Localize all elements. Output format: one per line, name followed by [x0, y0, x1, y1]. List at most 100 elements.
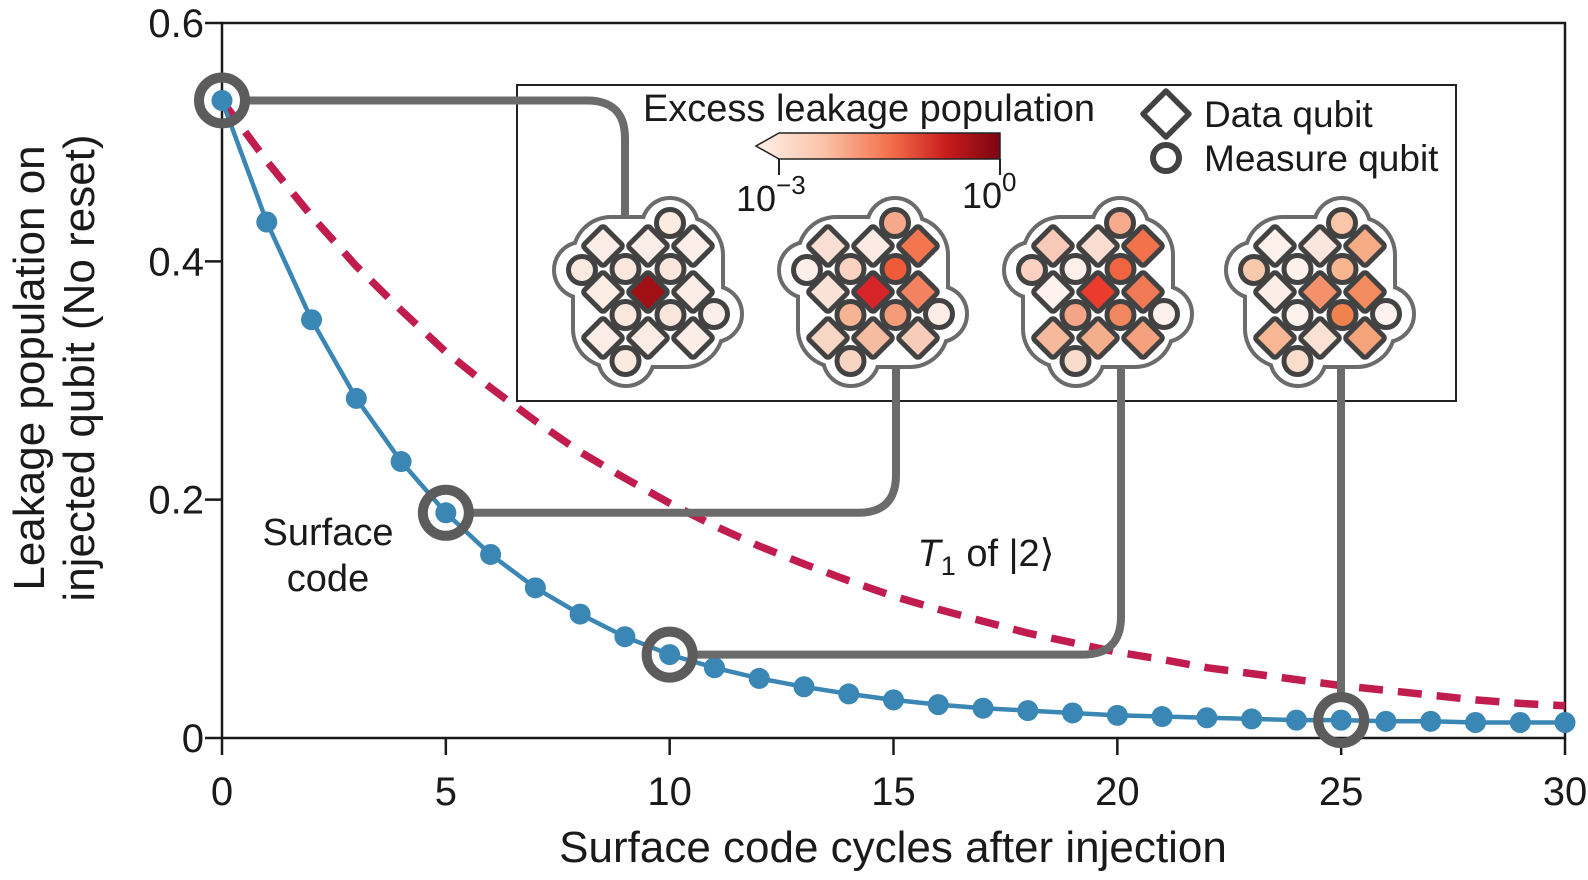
measure-qubit: [923, 298, 955, 330]
data-point: [301, 309, 323, 331]
measure-qubit: [834, 299, 867, 331]
data-point: [703, 657, 725, 679]
data-point: [793, 676, 815, 698]
x-tick-label: 5: [435, 770, 457, 814]
data-point: [524, 577, 546, 599]
data-qubit: [1121, 316, 1165, 360]
colorbar-max-exponent: 0: [1002, 167, 1016, 197]
measure-qubit: [879, 207, 911, 239]
x-tick-label: 0: [211, 770, 233, 814]
measure-qubit: [879, 253, 912, 285]
x-axis-ticks: 0 5 10 15 20 25 30: [211, 738, 1587, 814]
data-qubit: [1121, 224, 1165, 268]
connector-line: [249, 96, 629, 230]
data-qubit: [1343, 224, 1387, 268]
legend-label-data-qubit: Data qubit: [1204, 94, 1373, 135]
data-qubit: [671, 316, 715, 360]
t1-annotation-subscript: 1: [941, 551, 956, 581]
data-point: [1554, 712, 1576, 734]
measure-qubit: [1059, 345, 1092, 377]
highlight-ring: [194, 72, 250, 129]
data-qubit: [806, 224, 850, 268]
data-point: [480, 543, 502, 565]
qubit-cluster: [1224, 196, 1416, 388]
data-qubit: [851, 224, 895, 268]
measure-qubit: [1281, 345, 1314, 377]
qubit-cluster: [552, 196, 744, 388]
data-qubit: [851, 316, 895, 360]
inset-title: Excess leakage population: [643, 88, 1095, 130]
measure-qubit: [1016, 254, 1048, 286]
qubit-clusters: [552, 196, 1416, 388]
measure-qubit: [1104, 207, 1136, 239]
y-tick-label: 0.2: [148, 479, 204, 523]
y-axis-label-line2: injected qubit (No reset): [55, 134, 104, 601]
data-qubit: [1031, 316, 1075, 360]
connector-lines: [194, 72, 1370, 749]
connector-line: [472, 345, 900, 517]
x-tick-label: 20: [1095, 770, 1140, 814]
highlight-ring: [641, 626, 698, 683]
y-axis-ticks: 0 0.2 0.4 0.6: [148, 2, 222, 761]
data-point: [1509, 712, 1531, 734]
data-qubit: [851, 270, 895, 314]
data-point: [1285, 709, 1307, 731]
measure-qubit: [1059, 253, 1092, 285]
data-qubit: [1253, 316, 1297, 360]
surface-code-annotation-line1: Surface: [263, 512, 394, 554]
data-point: [1106, 704, 1128, 726]
data-point: [390, 451, 412, 473]
data-point: [1464, 712, 1486, 734]
data-point: [883, 689, 904, 711]
data-point: [1330, 709, 1352, 731]
data-qubit: [1076, 270, 1120, 314]
measure-qubit: [654, 299, 687, 331]
measure-qubit: [791, 254, 823, 286]
data-point: [838, 683, 860, 705]
measure-qubit: [1104, 253, 1137, 285]
data-qubit: [1298, 270, 1342, 314]
data-point: [972, 697, 994, 719]
highlight-ring: [417, 484, 474, 541]
data-qubit: [671, 224, 715, 268]
y-tick-label: 0.6: [148, 2, 204, 46]
measure-qubit: [834, 253, 867, 285]
measure-qubit: [609, 345, 642, 377]
measure-qubit: [1148, 298, 1180, 330]
data-point: [1420, 710, 1442, 732]
colorbar-max-label: 100: [962, 167, 1017, 216]
data-point: [614, 626, 636, 648]
y-tick-label: 0.4: [148, 240, 204, 284]
measure-qubit: [654, 253, 687, 285]
data-qubit: [896, 316, 940, 360]
surface-code-annotation-line2: code: [287, 558, 369, 600]
data-qubit: [896, 224, 940, 268]
data-qubit: [1253, 224, 1297, 268]
circle-icon: [1150, 142, 1182, 174]
data-qubit: [1298, 224, 1342, 268]
measure-qubit: [698, 298, 730, 330]
highlight-ring: [1313, 692, 1370, 749]
measure-qubit: [566, 254, 598, 286]
data-qubit: [1298, 316, 1342, 360]
data-point: [569, 603, 591, 625]
measure-qubit: [1326, 299, 1359, 331]
data-qubit: [1343, 316, 1387, 360]
connector-line: [696, 345, 1125, 659]
measure-qubit: [1059, 299, 1092, 331]
data-point: [1151, 706, 1173, 728]
data-point: [1062, 702, 1084, 724]
measure-qubit: [1281, 253, 1314, 285]
measure-qubit: [1326, 207, 1358, 239]
colorbar-min-label: 10−3: [736, 170, 806, 219]
data-point: [435, 502, 457, 524]
data-point: [1375, 710, 1397, 732]
x-tick-label: 10: [647, 770, 692, 814]
inset-legend: Data qubit Measure qubit: [1140, 88, 1439, 179]
x-axis-label: Surface code cycles after injection: [559, 823, 1227, 872]
data-point: [211, 89, 233, 111]
data-point: [1241, 708, 1263, 730]
data-qubit: [626, 224, 670, 268]
measure-qubit: [834, 345, 867, 377]
